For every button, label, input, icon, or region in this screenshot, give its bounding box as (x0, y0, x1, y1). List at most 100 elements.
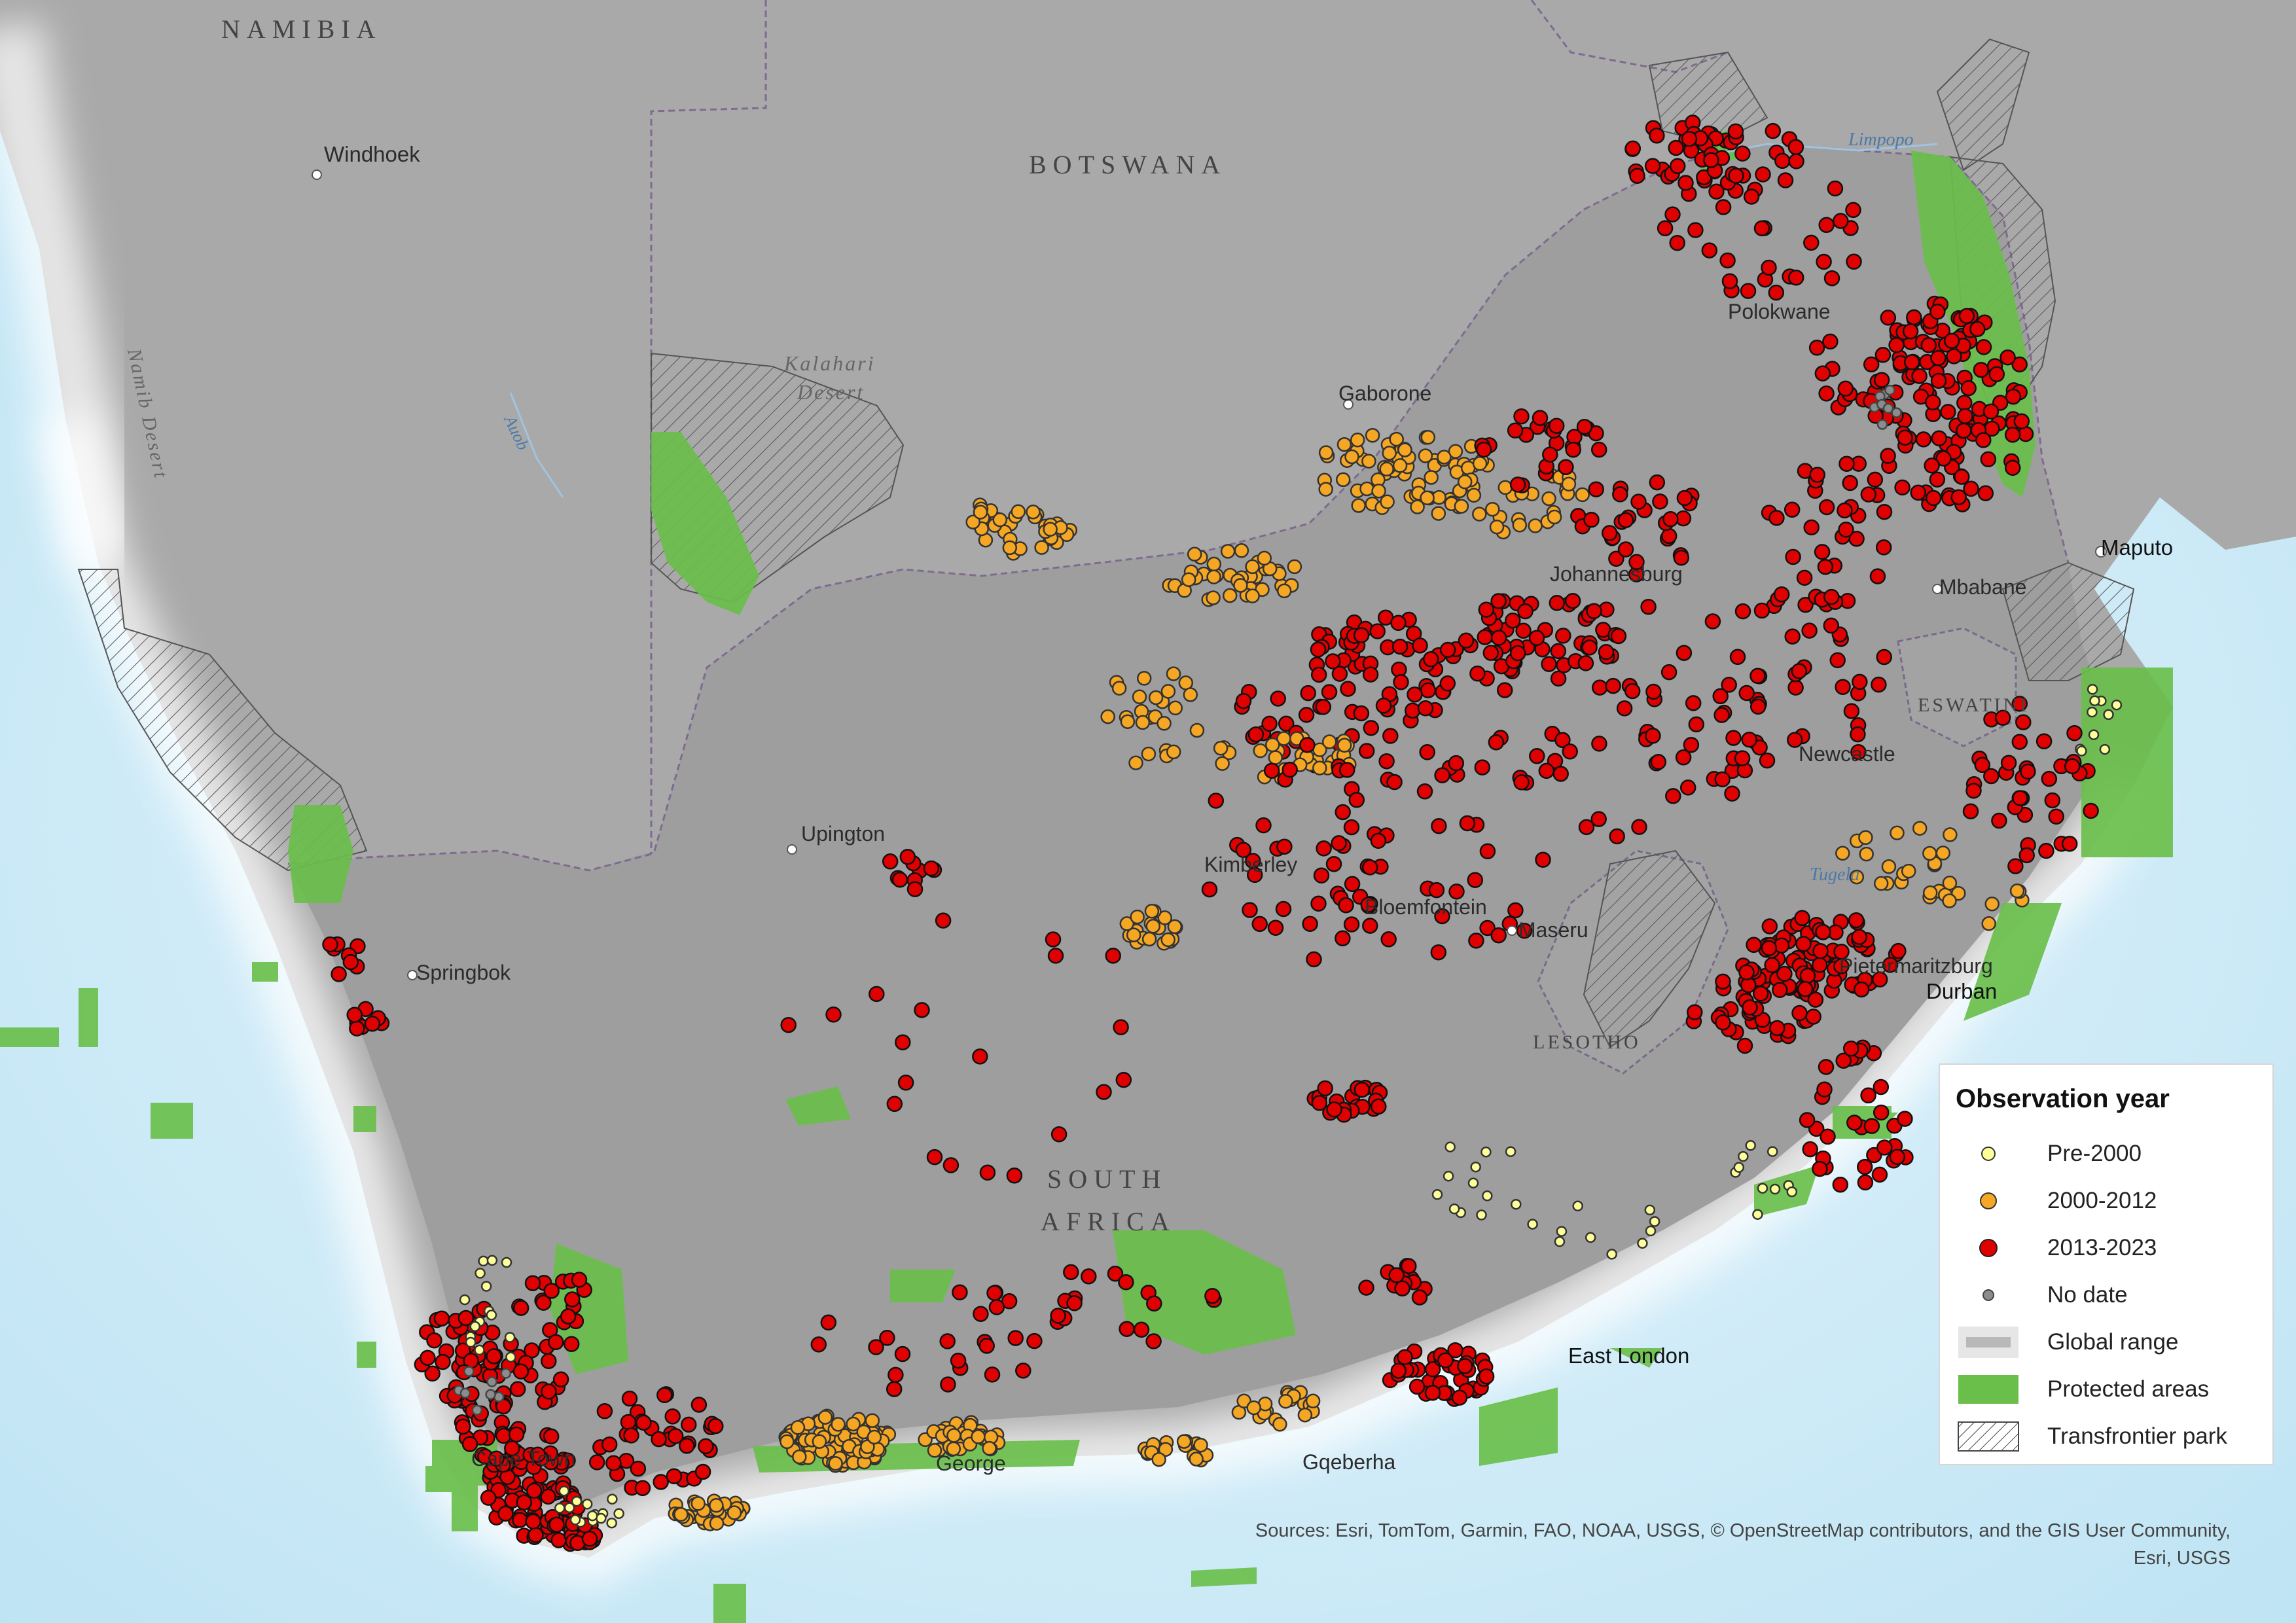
observation-point-red (1081, 1268, 1097, 1285)
observation-point-red (2083, 802, 2099, 819)
observation-point-red (1946, 348, 1962, 365)
observation-point-red (1876, 1139, 1893, 1156)
observation-point-red (1645, 683, 1662, 700)
observation-point-red (1424, 1361, 1441, 1378)
observation-point-orange (1321, 734, 1337, 749)
observation-point-orange (1245, 559, 1260, 575)
observation-point-red (1818, 499, 1835, 516)
observation-point-orange (709, 1516, 725, 1531)
observation-point-orange (1335, 472, 1351, 488)
observation-point-red (923, 860, 940, 877)
observation-point-grey (459, 1387, 471, 1399)
observation-point-red (1787, 732, 1803, 748)
coastal-strip-kzn (1964, 903, 2062, 1021)
observation-point-yellow (504, 1332, 516, 1343)
observation-point-red (1704, 613, 1721, 630)
observation-point-red (1797, 596, 1814, 613)
observation-point-red (1791, 663, 1808, 679)
observation-point-red (1145, 1333, 1162, 1349)
observation-point-red (1478, 601, 1495, 618)
observation-point-red (1513, 408, 1530, 425)
city-markers (312, 169, 2107, 980)
observation-point-red (623, 1427, 639, 1444)
observation-point-red (1066, 1294, 1083, 1311)
lesotho-label: LESOTHO (1533, 1031, 1641, 1053)
observation-point-orange (1141, 931, 1157, 947)
observation-point-red (1749, 698, 1767, 715)
observation-point-orange (1183, 687, 1198, 702)
observation-point-red (1119, 1321, 1135, 1337)
marine-10 (1610, 1348, 1662, 1368)
observation-point-red (1791, 1005, 1808, 1022)
observation-point-red (1302, 916, 1318, 932)
observation-point-red (2013, 413, 2030, 430)
observation-point-red (1803, 234, 1820, 251)
observation-point-orange (1215, 756, 1230, 771)
observation-point-red (1725, 730, 1742, 746)
legend-label: Global range (2047, 1329, 2179, 1355)
observation-point-red (988, 1299, 1005, 1315)
observation-point-red (1823, 617, 1840, 634)
observation-point-red (1276, 838, 1293, 855)
kalahari-label-line1: Kalahari (783, 351, 876, 375)
observation-point-red (1860, 1087, 1876, 1104)
observation-point-red (1827, 180, 1844, 197)
observation-point-orange (1157, 910, 1172, 925)
polokwane-label: Polokwane (1728, 300, 1831, 323)
tankwa-protected (785, 1086, 851, 1126)
legend-label: Transfrontier park (2047, 1423, 2227, 1449)
observation-point-orange (1158, 1442, 1174, 1457)
observation-point-red (1851, 929, 1867, 945)
observation-point-red (1431, 817, 1447, 834)
observation-point-red (1050, 1308, 1066, 1324)
observation-point-orange (1297, 1407, 1313, 1423)
observation-point-yellow (2087, 684, 2098, 695)
observation-point-red (1610, 628, 1627, 645)
gqeberha-label: Gqeberha (1302, 1450, 1396, 1474)
observation-point-red (1422, 651, 1439, 668)
observation-point-orange (1984, 897, 2000, 912)
observation-point-orange (1418, 448, 1433, 463)
observation-point-yellow (1769, 1183, 1781, 1195)
observation-point-red (1721, 677, 1737, 693)
observation-point-red (926, 1149, 943, 1166)
observation-point-red (564, 1291, 581, 1308)
maloti-drakensberg (1583, 849, 1716, 1048)
observation-point-red (1805, 1008, 1821, 1025)
observation-point-yellow (596, 1512, 607, 1524)
marine-4 (151, 1103, 193, 1139)
observation-point-orange (1130, 909, 1145, 925)
observation-point-red (1363, 720, 1380, 736)
observation-point-orange (1382, 446, 1397, 461)
observation-point-red (1761, 940, 1778, 956)
observation-point-orange (1160, 932, 1175, 948)
observation-point-yellow (469, 1321, 481, 1332)
observation-point-red (455, 1418, 471, 1435)
observation-point-red (529, 1446, 546, 1463)
observation-point-red (2018, 847, 2035, 864)
observation-point-red (2011, 734, 2028, 750)
observation-point-red (1975, 432, 1992, 448)
observation-point-yellow (2089, 695, 2100, 707)
observation-point-red (1282, 761, 1298, 778)
legend-panel: Observation year Pre-2000 2000-2012 2013… (1939, 1063, 2274, 1465)
observation-point-red (1605, 677, 1621, 694)
observation-point-yellow (1470, 1161, 1481, 1173)
observation-point-red (1965, 782, 1982, 799)
observation-point-red (1802, 1141, 1818, 1158)
observation-point-red (1645, 728, 1661, 744)
marine-3 (252, 962, 278, 982)
limpopo-river-label: Limpopo (1848, 130, 1914, 150)
observation-point-red (1562, 743, 1578, 760)
observation-point-red (1644, 158, 1661, 174)
observation-point-red (1876, 649, 1892, 666)
observation-point-orange (1365, 427, 1380, 443)
observation-point-red (1416, 783, 1433, 800)
observation-point-yellow (581, 1499, 593, 1510)
observation-point-red (1555, 628, 1571, 644)
observation-point-orange (1380, 494, 1395, 510)
observation-point-orange (992, 512, 1008, 527)
observation-point-orange (691, 1496, 706, 1511)
observation-point-red (1652, 493, 1668, 510)
